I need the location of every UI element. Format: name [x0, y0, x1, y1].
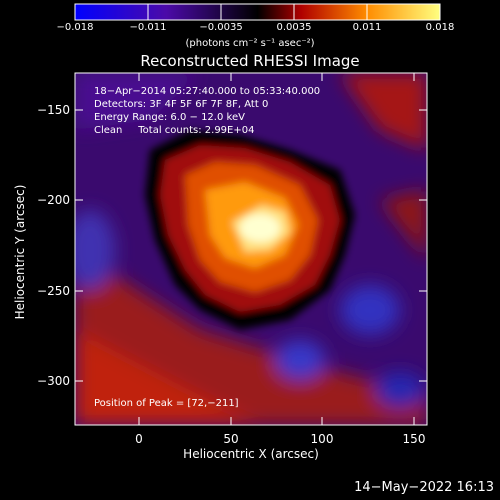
colorbar-tick-label: 0.018 — [425, 22, 455, 33]
colorbar-tick-label: 0.011 — [352, 22, 382, 33]
peak-position-label: Position of Peak = [72,−211] — [94, 398, 239, 409]
colorbar-tick-label: −0.018 — [56, 22, 94, 33]
colorbar-units-label: (photons cm⁻² s⁻¹ asec⁻²) — [185, 38, 315, 49]
colorbar-tick-label: −0.011 — [129, 22, 167, 33]
x-tick-label: 100 — [310, 432, 334, 446]
y-axis-label: Heliocentric Y (arcsec) — [13, 184, 27, 320]
rhessi-image — [75, 73, 427, 425]
y-tick-label: −300 — [37, 374, 70, 388]
info-time-range: 18−Apr−2014 05:27:40.000 to 05:33:40.000 — [94, 86, 321, 97]
x-axis-label: Heliocentric X (arcsec) — [183, 447, 319, 461]
colorbar — [74, 3, 441, 21]
x-tick-label: 50 — [223, 432, 239, 446]
info-energy-range: Energy Range: 6.0 − 12.0 keV — [94, 112, 245, 123]
timestamp: 14−May−2022 16:13 — [354, 480, 494, 495]
x-tick-label: 0 — [135, 432, 143, 446]
y-tick-label: −200 — [37, 193, 70, 207]
info-detectors: Detectors: 3F 4F 5F 6F 7F 8F, Att 0 — [94, 99, 269, 110]
plot-title: Reconstructed RHESSI Image — [140, 52, 360, 70]
plot-axes — [74, 72, 428, 426]
info-total-counts: Clean Total counts: 2.99E+04 — [94, 125, 255, 136]
y-tick-label: −250 — [37, 284, 70, 298]
x-tick-label: 150 — [402, 432, 426, 446]
y-tick-label: −150 — [37, 103, 70, 117]
colorbar-tick-label: 0.0035 — [276, 22, 312, 33]
colorbar-tick-label: −0.0035 — [199, 22, 243, 33]
